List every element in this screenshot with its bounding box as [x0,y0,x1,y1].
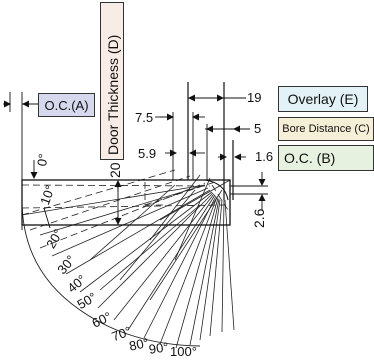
swing-line [89,184,176,261]
door-thickness-label: Door Thickness (D) [105,34,121,155]
swing-line [99,204,201,291]
oc-a-box: O.C.(A) [38,93,95,117]
bore-distance-label: Bore Distance (C) [282,123,370,135]
dashed-line [21,204,226,209]
angle-label-100: 100° [170,344,197,359]
swing-line [209,199,223,337]
dim-19-label: 19 [247,90,262,105]
bore-distance-box: Bore Distance (C) [278,117,374,141]
angle-10-tick [43,207,51,229]
swing-line [113,193,215,321]
dim-5-9-label: 5.9 [138,146,157,161]
overlay-box: Overlay (E) [278,86,368,112]
swing-line [97,192,214,309]
dimension-lines [3,92,268,229]
dashed-line [211,184,229,211]
swing-line [159,196,218,345]
angle-label-90: 90° [147,339,170,357]
swing-arc [21,199,201,347]
swing-line [174,177,211,261]
hinge-cup-curve [204,179,229,201]
overlay-label: Overlay (E) [287,91,359,107]
swing-line [79,191,213,293]
swing-line [175,197,219,349]
dashed-line [29,175,191,231]
swing-line [51,187,209,257]
swing-line [159,179,231,221]
swing-line [119,189,196,281]
dashed-line [21,169,176,216]
door-thickness-box: Door Thickness (D) [100,2,124,160]
dim-20-label: 20 [107,162,123,178]
angle-label-80: 80° [127,334,151,354]
swing-line [221,199,225,333]
swing-line [21,184,206,216]
dashed-line [39,182,206,249]
dim-1-6-label: 1.6 [255,149,274,164]
dim-7-5-label: 7.5 [135,110,154,125]
oc-b-label: O.C. (B) [284,150,336,166]
dim-5-label: 5 [254,121,262,136]
swing-line [127,194,216,331]
oc-b-box: O.C. (B) [278,145,374,171]
swing-line [189,198,220,346]
swing-line [65,189,211,275]
door-swing-lines [21,174,235,349]
swing-line [199,199,221,341]
swing-line [224,199,235,331]
oc-a-label: O.C.(A) [44,97,89,113]
swing-line [149,189,223,301]
angle-label-0: 0° [34,152,51,168]
dashed-line [144,181,216,206]
dim-2-6-label: 2.6 [251,208,267,228]
swing-line [143,195,217,339]
swing-arc-path [21,199,201,347]
swing-line [39,184,206,236]
